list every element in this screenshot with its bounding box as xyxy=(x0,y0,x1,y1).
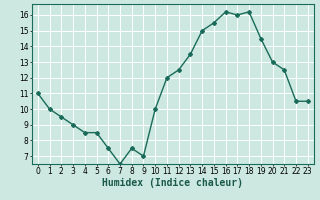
X-axis label: Humidex (Indice chaleur): Humidex (Indice chaleur) xyxy=(102,178,243,188)
